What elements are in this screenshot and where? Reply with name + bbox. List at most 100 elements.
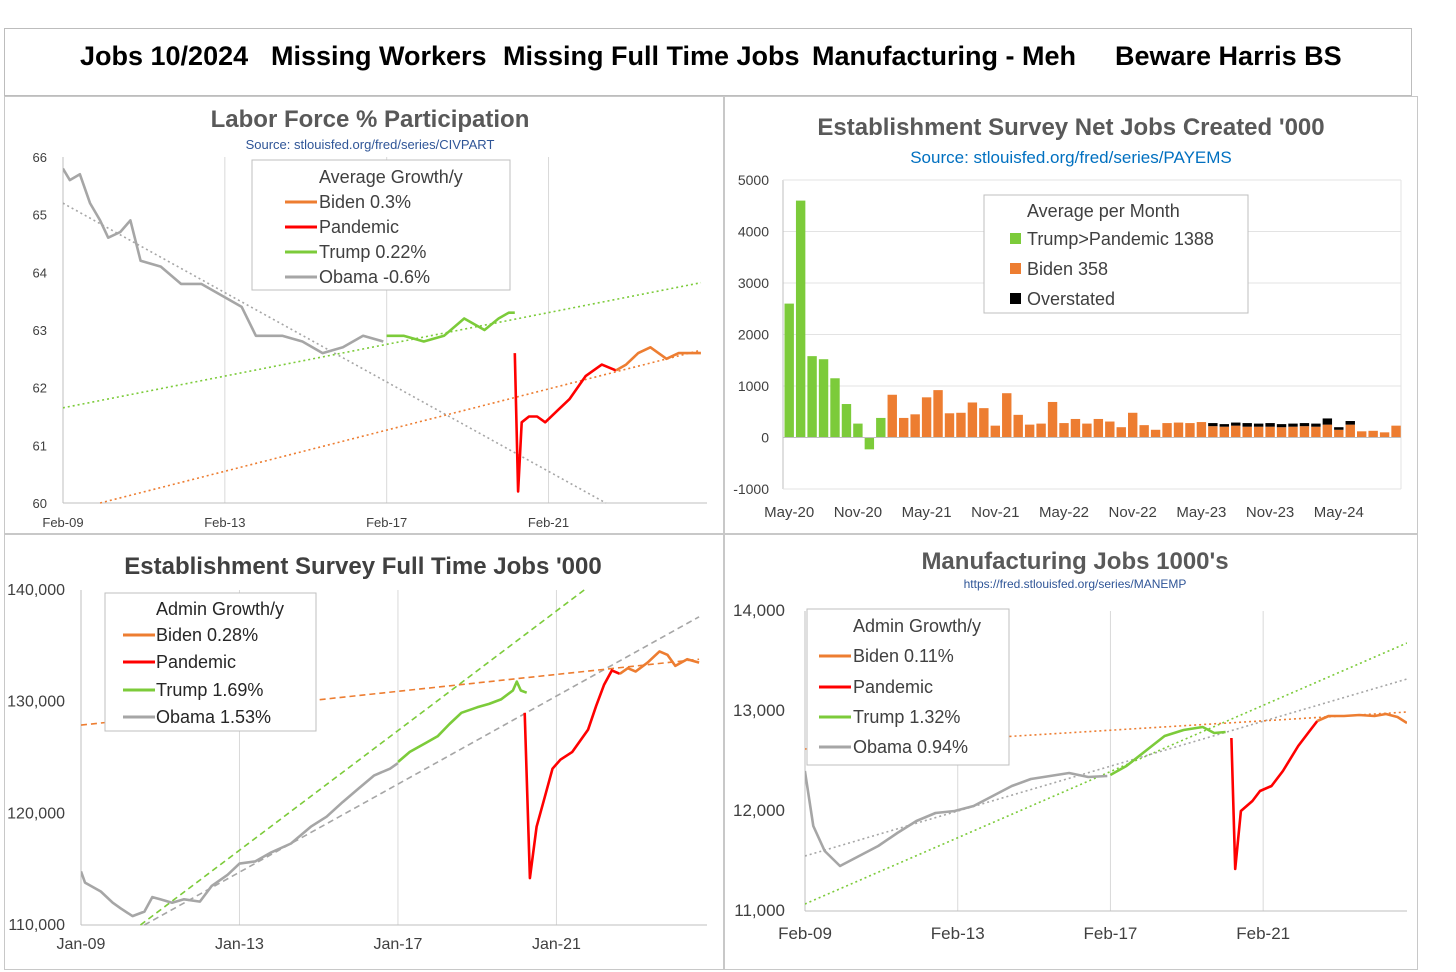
bar [1093, 418, 1104, 438]
x-tick-label: Feb-17 [1084, 924, 1138, 943]
legend-biden: Biden 0.11% [853, 646, 954, 666]
x-tick-label: May-20 [764, 504, 814, 521]
obama-series-line [63, 167, 384, 355]
bar [1173, 422, 1184, 438]
x-tick-label: Feb-13 [931, 924, 985, 943]
bar [1047, 401, 1058, 438]
banner-missing-workers: Missing Workers [271, 41, 487, 71]
legend-pandemic: Pandemic [853, 677, 933, 697]
legend-obama: Obama 1.53% [156, 707, 271, 727]
trump-series-line [1109, 725, 1226, 777]
bar [1150, 429, 1161, 438]
bar [910, 414, 920, 438]
legend-pandemic: Pandemic [319, 217, 399, 237]
x-tick-label: Jan-13 [215, 936, 264, 953]
legend-trump: Trump>Pandemic 1388 [1027, 229, 1214, 249]
legend-biden: Biden 0.28% [156, 625, 258, 645]
bar [784, 303, 794, 438]
net-jobs-title: Establishment Survey Net Jobs Created '0… [817, 114, 1324, 141]
manufacturing-legend: Admin Growth/y Biden 0.11% Pandemic Trum… [806, 608, 1010, 766]
biden-series-line [1316, 712, 1407, 725]
y-tick-label: 14,000 [733, 601, 785, 620]
bar [887, 394, 897, 438]
x-tick-label: Feb-21 [1236, 924, 1290, 943]
y-tick-label: 65 [33, 208, 47, 223]
bar [1185, 423, 1195, 438]
legend-swatch-trump [1010, 233, 1021, 244]
biden-trend-line [99, 349, 702, 504]
overstated-bar [1334, 427, 1344, 430]
banner-beware: Beware Harris BS [1115, 41, 1342, 71]
y-tick-label: 2000 [738, 327, 769, 343]
legend-trump: Trump 0.22% [319, 242, 426, 262]
bar [979, 408, 989, 438]
trump-series-line [397, 680, 528, 763]
overstated-bar [1253, 423, 1264, 427]
x-tick-label: May-21 [902, 504, 952, 521]
bar [899, 417, 909, 438]
bar [1059, 423, 1069, 438]
x-tick-label: Feb-21 [528, 515, 569, 530]
legend-overstated: Overstated [1027, 289, 1115, 309]
full-time-title: Establishment Survey Full Time Jobs '000 [124, 553, 601, 580]
full-time-panel: Establishment Survey Full Time Jobs '000… [4, 534, 724, 970]
bar [1253, 426, 1264, 438]
bar [956, 412, 966, 438]
y-tick-label: 120,000 [7, 805, 65, 822]
bar [1299, 426, 1310, 438]
bar [1024, 424, 1035, 438]
trump-trend-line [805, 642, 1407, 905]
overstated-bar [1299, 423, 1310, 427]
overstated-bar [1208, 423, 1218, 427]
overstated-bar [1242, 423, 1252, 427]
banner-manufacturing: Manufacturing - Meh [812, 41, 1076, 71]
y-tick-label: 64 [33, 265, 47, 280]
y-tick-label: 0 [761, 430, 769, 446]
bar [807, 356, 817, 438]
x-tick-label: Nov-22 [1109, 504, 1157, 521]
legend-biden: Biden 0.3% [319, 192, 411, 212]
labor-force-legend: Average Growth/y Biden 0.3% Pandemic Tru… [251, 159, 511, 291]
net-jobs-source: Source: stlouisfed.org/fred/series/PAYEM… [910, 148, 1232, 167]
y-tick-label: 3000 [738, 275, 769, 291]
legend-swatch-overstated [1010, 293, 1021, 304]
obama-series-line [81, 762, 399, 918]
full-time-chart: Establishment Survey Full Time Jobs '000… [7, 553, 707, 953]
obama-trend-line [63, 202, 607, 504]
bar [1368, 430, 1378, 438]
x-tick-label: Nov-21 [971, 504, 1019, 521]
y-tick-label: 140,000 [7, 582, 65, 599]
net-jobs-legend: Average per Month Trump>Pandemic 1388 Bi… [983, 194, 1249, 314]
manufacturing-panel: Manufacturing Jobs 1000's https://fred.s… [724, 534, 1418, 970]
y-tick-label: -1000 [733, 481, 769, 497]
bar [1357, 431, 1367, 438]
bar [1379, 432, 1390, 438]
bar [795, 200, 806, 438]
overstated-bar [1345, 421, 1355, 425]
y-tick-label: 13,000 [733, 701, 785, 720]
x-tick-label: Jan-09 [57, 936, 106, 953]
bar [967, 402, 978, 438]
bar [1082, 423, 1092, 438]
bar [921, 397, 932, 438]
x-tick-label: Jan-21 [532, 936, 581, 953]
labor-force-panel: Labor Force % Participation Source: stlo… [4, 96, 724, 534]
biden-series-line [619, 650, 700, 675]
legend-trump: Trump 1.69% [156, 680, 263, 700]
bar [944, 413, 955, 438]
legend-title: Average Growth/y [319, 167, 463, 187]
trump-series-line [386, 311, 515, 343]
bar [1002, 393, 1012, 438]
bar [1070, 418, 1081, 438]
bar [1219, 426, 1229, 438]
bar [1208, 426, 1218, 438]
bar [1036, 423, 1046, 438]
banner: Jobs 10/2024 Missing Workers Missing Ful… [4, 28, 1412, 96]
bar [1311, 426, 1321, 438]
bar [1242, 426, 1252, 438]
legend-trump: Trump 1.32% [853, 707, 960, 727]
obama-trend-line [144, 616, 700, 926]
legend-title: Admin Growth/y [156, 599, 284, 619]
bar [1013, 414, 1023, 438]
trump-trend-line [63, 281, 702, 409]
